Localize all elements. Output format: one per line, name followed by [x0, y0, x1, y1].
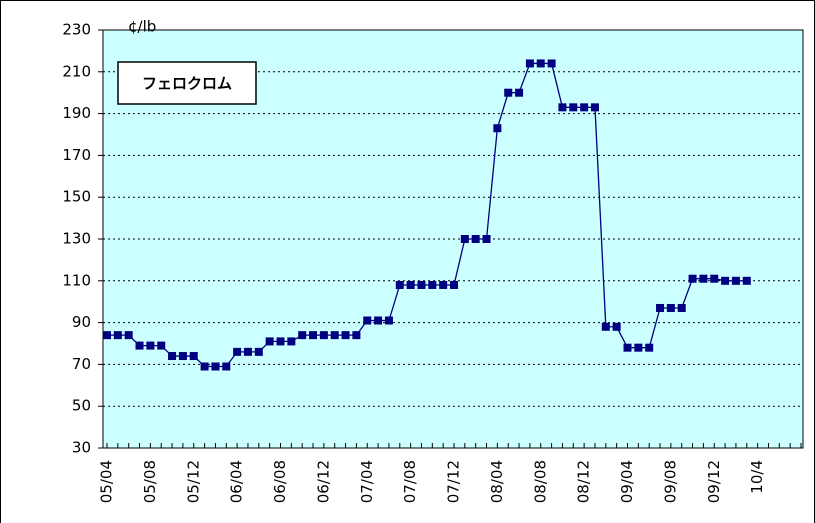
y-tick-label: 90	[72, 313, 91, 331]
chart-title: フェロクロム	[142, 75, 232, 93]
marker	[146, 341, 155, 350]
marker	[645, 343, 654, 352]
marker	[406, 280, 415, 289]
marker	[590, 103, 599, 112]
marker	[515, 88, 524, 97]
marker	[558, 103, 567, 112]
y-axis-label: ¢/lb	[128, 18, 156, 36]
marker	[254, 347, 263, 356]
marker	[525, 59, 534, 68]
marker	[634, 343, 643, 352]
marker	[536, 59, 545, 68]
y-tick-label: 130	[62, 230, 91, 248]
y-tick-label: 110	[62, 271, 91, 289]
marker	[710, 274, 719, 283]
x-tick-label: 08/12	[575, 460, 593, 503]
x-tick-label: 09/04	[618, 460, 636, 503]
marker	[601, 322, 610, 331]
marker	[352, 331, 361, 340]
marker	[276, 337, 285, 346]
marker	[287, 337, 296, 346]
marker	[222, 362, 231, 371]
y-tick-label: 190	[62, 104, 91, 122]
y-tick-label: 210	[62, 62, 91, 80]
marker	[211, 362, 220, 371]
marker	[439, 280, 448, 289]
title-box	[117, 61, 257, 105]
marker	[384, 316, 393, 325]
marker	[417, 280, 426, 289]
marker	[298, 331, 307, 340]
marker	[677, 303, 686, 312]
marker	[428, 280, 437, 289]
y-tick-label: 30	[72, 439, 91, 457]
marker	[363, 316, 372, 325]
marker	[330, 331, 339, 340]
marker	[395, 280, 404, 289]
marker	[580, 103, 589, 112]
marker	[319, 331, 328, 340]
marker	[265, 337, 274, 346]
marker	[471, 235, 480, 243]
x-tick-label: 06/12	[314, 460, 332, 503]
marker	[233, 347, 242, 356]
x-tick-label: 08/08	[531, 460, 549, 503]
marker	[688, 274, 697, 283]
marker	[569, 103, 578, 112]
marker	[699, 274, 708, 283]
marker	[309, 331, 318, 340]
marker	[113, 331, 122, 340]
marker	[612, 322, 621, 331]
marker	[493, 124, 502, 133]
marker	[135, 341, 144, 350]
marker	[189, 352, 198, 361]
x-tick-label: 06/04	[228, 460, 246, 503]
y-tick-label: 230	[62, 21, 91, 39]
marker	[124, 331, 133, 340]
y-tick-label: 150	[62, 188, 91, 206]
marker	[103, 331, 111, 340]
x-tick-label: 10/4	[748, 460, 766, 494]
marker	[200, 362, 209, 371]
marker	[656, 303, 665, 312]
x-tick-label: 06/08	[271, 460, 289, 503]
marker	[178, 352, 187, 361]
marker	[460, 235, 469, 243]
marker	[742, 276, 751, 285]
marker	[168, 352, 177, 361]
marker	[243, 347, 252, 356]
x-tick-label: 08/04	[488, 460, 506, 503]
marker	[547, 59, 556, 68]
x-tick-label: 09/08	[661, 460, 679, 503]
x-tick-label: 07/04	[358, 460, 376, 503]
x-tick-label: 07/12	[445, 460, 463, 503]
marker	[374, 316, 383, 325]
y-tick-label: 70	[72, 355, 91, 373]
marker	[731, 276, 740, 285]
marker	[623, 343, 632, 352]
marker	[721, 276, 730, 285]
marker	[341, 331, 350, 340]
x-tick-label: 05/08	[141, 460, 159, 503]
marker	[482, 235, 491, 243]
x-tick-label: 05/12	[184, 460, 202, 503]
y-tick-label: 50	[72, 397, 91, 415]
marker	[666, 303, 675, 312]
x-tick-label: 05/04	[98, 460, 116, 503]
marker	[450, 280, 458, 289]
x-tick-label: 09/12	[705, 460, 723, 503]
y-tick-label: 170	[62, 146, 91, 164]
x-tick-label: 07/08	[401, 460, 419, 503]
marker	[504, 88, 513, 97]
marker	[157, 341, 166, 350]
